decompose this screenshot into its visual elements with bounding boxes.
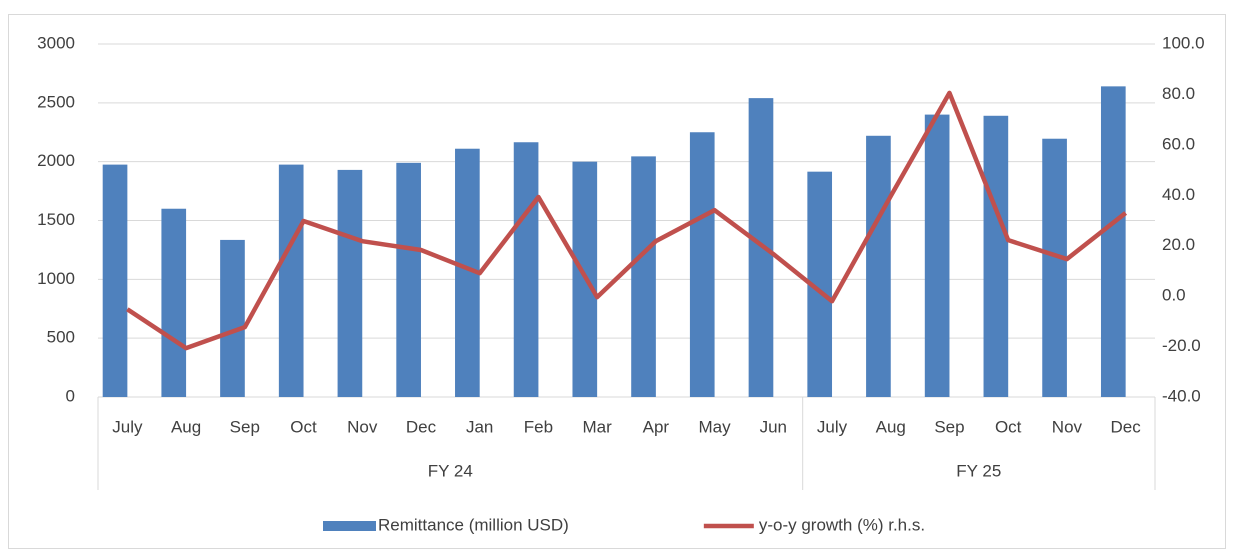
x-tick-label: Aug bbox=[876, 417, 906, 436]
y-tick-label: 2500 bbox=[37, 92, 75, 111]
y-tick-label: 2000 bbox=[37, 151, 75, 170]
bar bbox=[689, 132, 715, 397]
y2-tick-label: 40.0 bbox=[1162, 185, 1195, 204]
x-tick-label: Nov bbox=[347, 417, 378, 436]
x-tick-label: May bbox=[699, 417, 732, 436]
x-tick-label: Mar bbox=[582, 417, 612, 436]
bar bbox=[220, 239, 245, 397]
group-label: FY 24 bbox=[428, 461, 473, 480]
bar bbox=[337, 169, 363, 397]
y2-tick-label: 0.0 bbox=[1162, 286, 1186, 305]
line bbox=[126, 90, 1128, 351]
y-tick-label: 3000 bbox=[37, 33, 75, 52]
x-tick-label: Oct bbox=[995, 417, 1022, 436]
x-tick-label: Jun bbox=[760, 417, 787, 436]
y2-tick-label: 20.0 bbox=[1162, 235, 1195, 254]
group-label: FY 25 bbox=[956, 461, 1001, 480]
legend-swatch bbox=[323, 521, 376, 531]
x-tick-label: Sep bbox=[230, 417, 260, 436]
legend-label: Remittance (million USD) bbox=[378, 515, 569, 534]
x-tick-label: Jan bbox=[466, 417, 493, 436]
chart-border bbox=[8, 14, 1226, 549]
bar bbox=[102, 164, 128, 397]
bar bbox=[396, 162, 421, 397]
y-tick-label: 500 bbox=[47, 328, 75, 347]
x-tick-label: Dec bbox=[1111, 417, 1142, 436]
y2-tick-label: -20.0 bbox=[1162, 336, 1201, 355]
bar bbox=[161, 208, 187, 397]
x-tick-label: July bbox=[817, 417, 848, 436]
bar bbox=[1100, 86, 1126, 398]
bar bbox=[1042, 138, 1067, 397]
bar bbox=[924, 114, 950, 397]
x-tick-label: Nov bbox=[1052, 417, 1083, 436]
x-tick-label: Apr bbox=[643, 417, 670, 436]
x-tick-label: Feb bbox=[524, 417, 553, 436]
y-tick-label: 0 bbox=[66, 386, 75, 405]
y-tick-label: 1500 bbox=[37, 210, 75, 229]
y2-tick-label: -40.0 bbox=[1162, 386, 1201, 405]
x-tick-label: Aug bbox=[171, 417, 201, 436]
y2-tick-label: 60.0 bbox=[1162, 134, 1195, 153]
x-tick-label: Oct bbox=[290, 417, 317, 436]
x-tick-label: July bbox=[112, 417, 143, 436]
bar bbox=[983, 115, 1009, 397]
y-tick-label: 1000 bbox=[37, 269, 75, 288]
bar bbox=[631, 156, 656, 397]
y2-tick-label: 80.0 bbox=[1162, 84, 1195, 103]
bar bbox=[866, 135, 891, 397]
legend-label: y-o-y growth (%) r.h.s. bbox=[759, 515, 925, 534]
x-tick-label: Sep bbox=[934, 417, 964, 436]
bar bbox=[278, 164, 304, 397]
bar bbox=[513, 142, 539, 397]
y2-tick-label: 100.0 bbox=[1162, 33, 1205, 52]
x-tick-label: Dec bbox=[406, 417, 437, 436]
